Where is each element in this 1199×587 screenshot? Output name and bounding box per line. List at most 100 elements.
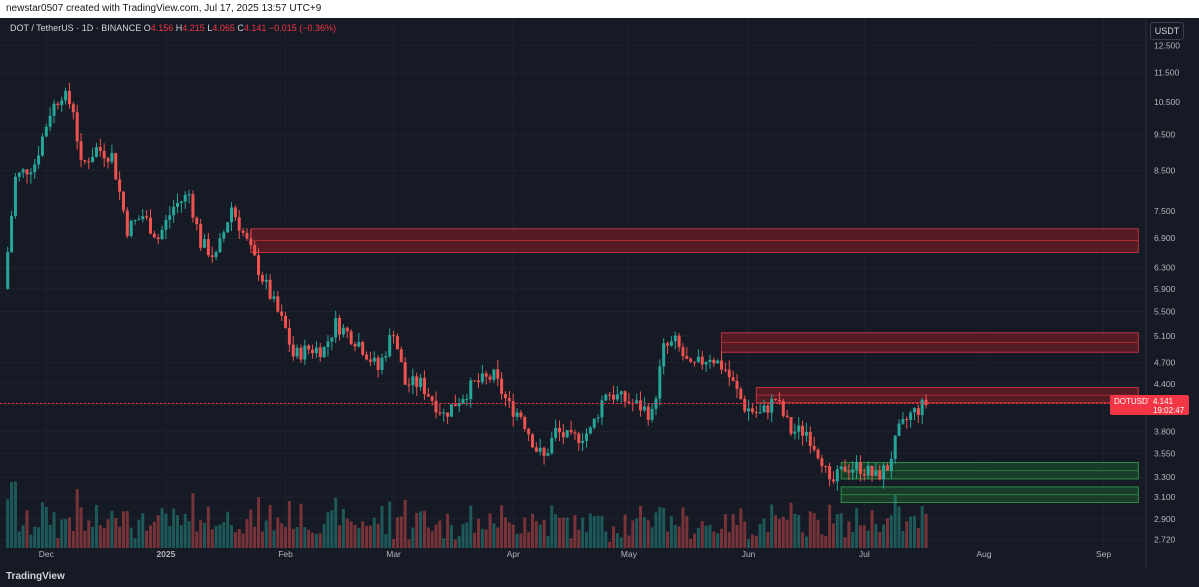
candle-body <box>777 399 781 401</box>
candle-body <box>793 431 797 434</box>
price-tick-label: 9.500 <box>1154 130 1176 140</box>
volume-bar <box>430 531 434 548</box>
candle-body <box>855 462 859 470</box>
candle-body <box>125 210 129 236</box>
candle-body <box>862 473 866 476</box>
candle-body <box>465 399 469 401</box>
volume-bar <box>380 506 384 548</box>
candle-body <box>303 345 307 360</box>
zones <box>250 228 1139 503</box>
volume-bar <box>268 505 272 548</box>
volume-bar <box>739 508 743 548</box>
volume-bar <box>519 533 523 548</box>
candle-body <box>407 384 411 386</box>
volume-bar <box>758 523 762 548</box>
volume-bar <box>260 531 264 548</box>
price-tick-label: 2.720 <box>1154 535 1176 545</box>
volume-bar <box>766 532 770 548</box>
volume-bar <box>500 505 504 548</box>
volume-bar <box>712 531 716 548</box>
volume-bar <box>573 515 577 548</box>
volume-bar <box>318 533 322 548</box>
volume-bar <box>870 510 874 548</box>
candle-body <box>812 446 816 450</box>
candle-body <box>241 230 245 233</box>
volume-bar <box>723 514 727 548</box>
candle-body <box>457 403 461 407</box>
volume-bar <box>257 497 261 548</box>
candle-body <box>276 296 280 312</box>
candle-body <box>411 376 415 385</box>
time-tick-label: Sep <box>1096 549 1111 559</box>
high-label: H <box>175 23 183 33</box>
close-label: C <box>237 23 244 33</box>
time-axis[interactable]: Dec 2025 Feb Mar Apr May Jun Jul Aug Sep <box>39 549 1112 559</box>
volume-bar <box>658 506 662 548</box>
candle-body <box>642 406 646 411</box>
volume-bar <box>897 506 901 548</box>
volume-bar <box>585 532 589 548</box>
currency-button[interactable]: USDT <box>1150 22 1184 40</box>
volume-bar <box>145 530 149 548</box>
price-axis[interactable]: 12.500 11.500 10.500 9.500 8.500 7.500 6.900 6.… <box>1145 18 1180 568</box>
volume-bar <box>503 517 507 548</box>
price-tick-label: 3.100 <box>1154 492 1176 502</box>
candle-body <box>368 359 372 362</box>
candle-body <box>723 369 727 371</box>
candle-body <box>334 317 338 338</box>
volume-bar <box>276 517 280 548</box>
candle-body <box>469 380 473 400</box>
candle-body <box>901 419 905 424</box>
candle-body <box>781 400 785 416</box>
volume-bar <box>129 527 133 548</box>
time-tick-label: Feb <box>278 549 293 559</box>
candle-body <box>10 216 14 253</box>
candle-body <box>550 437 554 454</box>
candle-body <box>106 158 110 162</box>
candle-body <box>195 217 199 225</box>
volume-bar <box>874 523 878 548</box>
candle-body <box>542 447 546 456</box>
price-tick-label: 11.500 <box>1154 68 1180 78</box>
price-chart[interactable]: 12.500 11.500 10.500 9.500 8.500 7.500 6.900 6.… <box>0 18 1199 568</box>
candle-body <box>839 466 843 470</box>
candle-body <box>21 169 25 173</box>
volume-bar <box>619 537 623 548</box>
candle-body <box>388 335 392 356</box>
candle-body <box>662 343 666 367</box>
candle-body <box>64 90 68 101</box>
candle-body <box>858 462 862 474</box>
candle-body <box>677 335 681 348</box>
volume-bar <box>912 516 916 548</box>
candle-body <box>160 229 164 240</box>
volume-bar <box>338 525 342 548</box>
volume-bar <box>191 493 195 548</box>
candle-body <box>615 394 619 400</box>
candle-body <box>878 470 882 480</box>
candle-body <box>287 327 291 345</box>
volume-bar <box>816 519 820 548</box>
tradingview-logo[interactable]: TradingView <box>6 571 65 582</box>
candle-body <box>365 354 369 360</box>
candle-body <box>650 408 654 420</box>
volume-bar <box>361 521 365 548</box>
volume-bar <box>330 510 334 548</box>
candle-body <box>295 347 299 357</box>
volume-bar <box>376 523 380 548</box>
candle-body <box>141 216 145 220</box>
volume-bar <box>855 508 859 548</box>
candle-body <box>639 400 643 411</box>
volume-bar <box>168 526 172 548</box>
candle-body <box>145 216 149 218</box>
candle-body <box>179 201 183 203</box>
candle-body <box>110 153 114 162</box>
volume-bar <box>612 526 616 548</box>
volume-bar <box>473 532 477 548</box>
volume-bar <box>110 510 114 548</box>
candle-body <box>91 156 95 163</box>
volume-bar <box>862 525 866 548</box>
candle-body <box>604 394 608 401</box>
candle-body <box>885 465 889 471</box>
volume-bar <box>67 517 71 548</box>
volume-bar <box>183 513 187 548</box>
